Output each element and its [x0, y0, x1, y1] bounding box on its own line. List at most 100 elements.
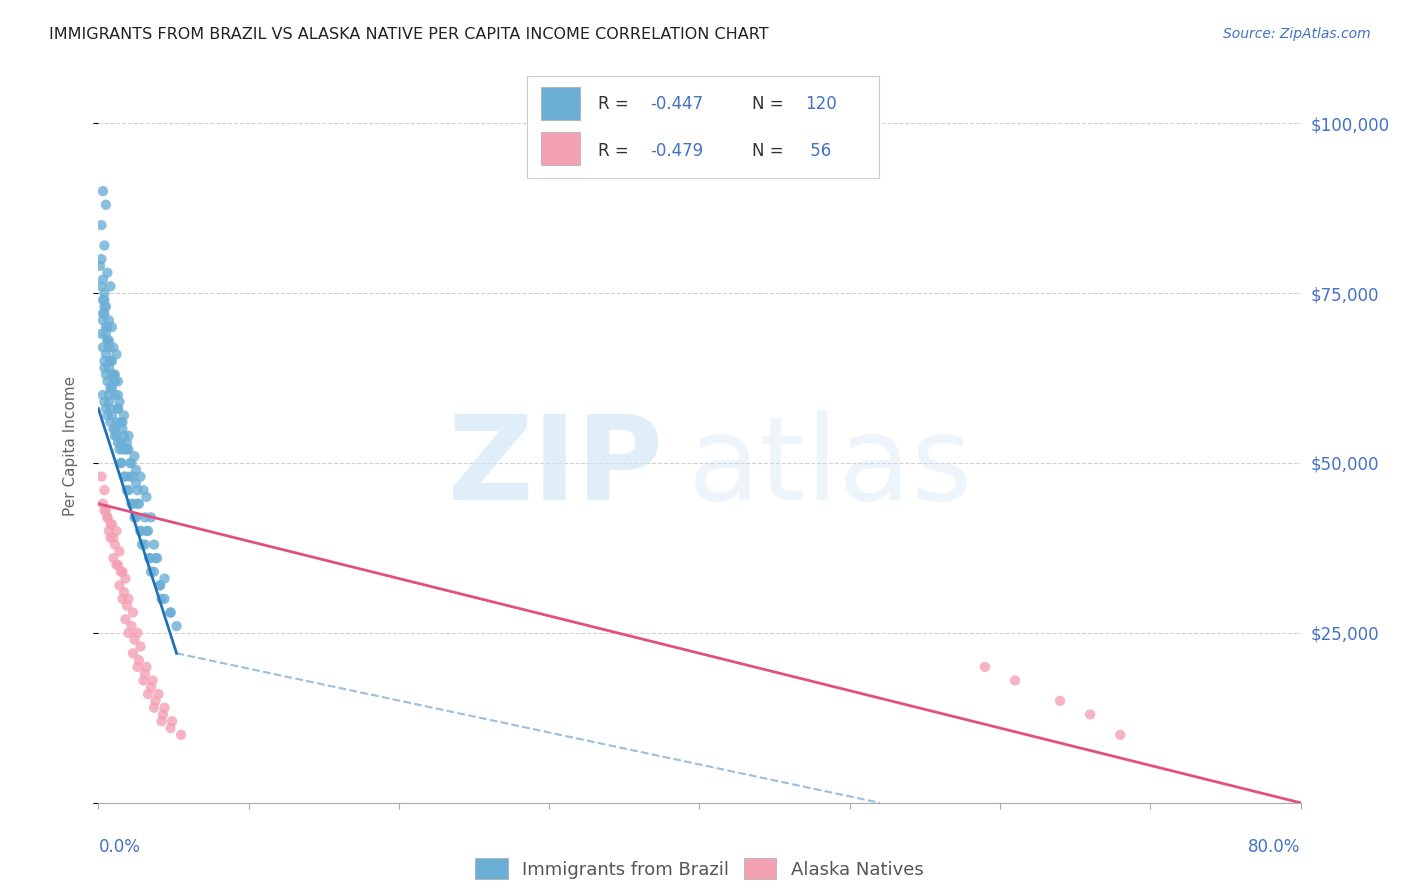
Point: [108, 578, 131, 592]
Point: [134, 666, 156, 681]
Point: [124, 510, 146, 524]
Point: [145, 694, 167, 708]
Point: [110, 565, 132, 579]
Point: [93, 360, 115, 375]
Point: [107, 435, 129, 450]
Point: [112, 429, 135, 443]
Point: [110, 435, 132, 450]
Point: [115, 442, 138, 457]
Point: [159, 606, 181, 620]
Point: [1049, 694, 1071, 708]
Point: [91, 272, 114, 286]
Point: [107, 401, 129, 416]
Point: [97, 394, 120, 409]
Point: [132, 483, 155, 498]
Text: R =: R =: [598, 95, 634, 112]
Point: [93, 394, 115, 409]
Point: [152, 707, 174, 722]
Point: [111, 442, 134, 457]
Point: [122, 646, 145, 660]
Point: [1078, 707, 1101, 722]
Point: [104, 537, 127, 551]
Point: [111, 415, 134, 429]
Point: [117, 483, 139, 498]
Point: [111, 565, 134, 579]
Point: [93, 238, 115, 252]
Point: [114, 442, 136, 457]
Point: [166, 619, 188, 633]
Text: N =: N =: [752, 142, 789, 160]
Point: [93, 293, 115, 307]
Point: [96, 320, 118, 334]
Point: [105, 429, 128, 443]
Point: [135, 524, 157, 538]
Point: [91, 293, 114, 307]
Point: [115, 435, 138, 450]
Point: [127, 497, 149, 511]
Point: [93, 286, 115, 301]
Point: [101, 320, 124, 334]
Point: [135, 660, 157, 674]
Point: [101, 368, 124, 382]
Point: [90, 252, 112, 266]
Point: [100, 415, 122, 429]
Bar: [541, 132, 579, 165]
Point: [110, 415, 132, 429]
Point: [139, 565, 162, 579]
Point: [104, 422, 127, 436]
Point: [103, 375, 125, 389]
Point: [115, 483, 138, 498]
Text: atlas: atlas: [688, 410, 973, 524]
Point: [91, 313, 114, 327]
Point: [128, 497, 150, 511]
Text: Source: ZipAtlas.com: Source: ZipAtlas.com: [1223, 27, 1371, 41]
Point: [91, 184, 114, 198]
Point: [90, 326, 112, 341]
Point: [114, 572, 136, 586]
Point: [117, 429, 139, 443]
Point: [96, 510, 118, 524]
Point: [111, 591, 134, 606]
Point: [108, 394, 131, 409]
Point: [90, 218, 112, 232]
Bar: [541, 87, 579, 120]
Point: [94, 198, 117, 212]
Point: [107, 375, 129, 389]
Point: [110, 456, 132, 470]
Point: [103, 368, 125, 382]
Point: [100, 279, 122, 293]
Point: [91, 388, 114, 402]
Point: [108, 544, 131, 558]
Point: [129, 469, 152, 483]
Point: [101, 354, 124, 368]
Point: [90, 469, 112, 483]
Point: [96, 334, 118, 348]
Text: N =: N =: [752, 95, 789, 112]
Point: [89, 259, 111, 273]
Point: [105, 524, 128, 538]
Point: [122, 469, 145, 483]
Point: [1109, 728, 1132, 742]
Point: [122, 497, 145, 511]
Point: [112, 409, 135, 423]
Y-axis label: Per Capita Income: Per Capita Income: [63, 376, 77, 516]
Point: [107, 558, 129, 572]
Point: [129, 524, 152, 538]
Point: [103, 422, 125, 436]
Point: [105, 558, 128, 572]
Text: R =: R =: [598, 142, 634, 160]
Point: [135, 490, 157, 504]
Point: [104, 375, 127, 389]
Point: [103, 341, 125, 355]
Text: 0.0%: 0.0%: [98, 838, 141, 855]
Point: [159, 721, 181, 735]
Point: [141, 673, 163, 688]
Point: [94, 503, 117, 517]
Point: [128, 653, 150, 667]
Point: [91, 497, 114, 511]
Point: [121, 497, 143, 511]
Point: [150, 714, 173, 729]
Point: [145, 551, 167, 566]
Point: [124, 449, 146, 463]
Legend: Immigrants from Brazil, Alaska Natives: Immigrants from Brazil, Alaska Natives: [468, 851, 931, 887]
